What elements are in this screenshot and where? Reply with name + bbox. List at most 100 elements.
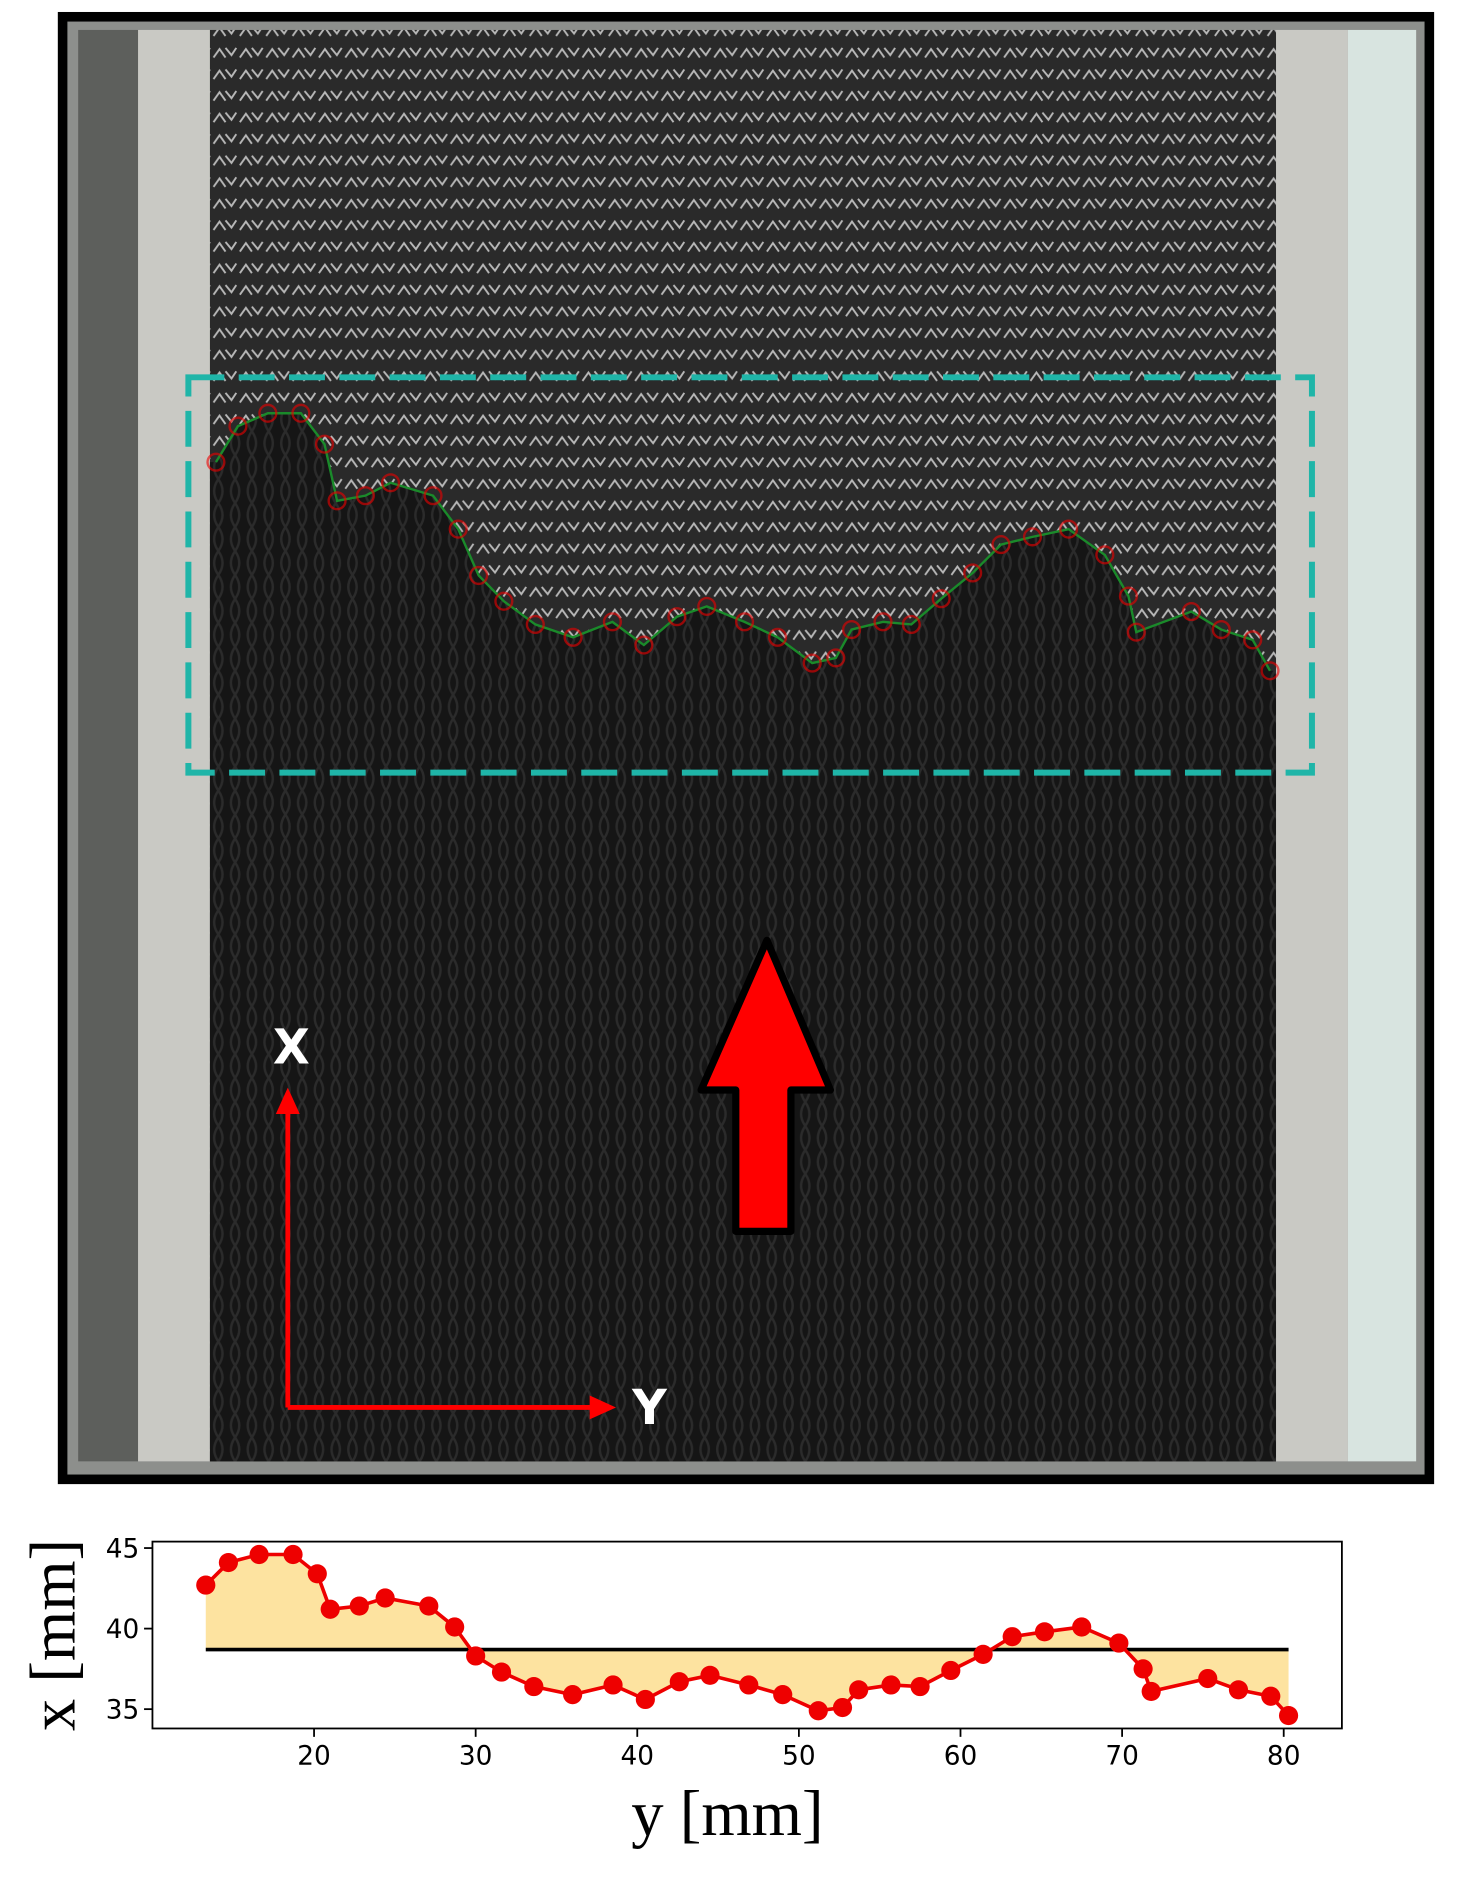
data-point <box>603 1675 623 1695</box>
photo-axis-label: X <box>273 1021 310 1076</box>
data-point <box>1109 1633 1129 1653</box>
data-point <box>419 1596 439 1616</box>
data-point <box>466 1646 486 1666</box>
x-tick-label: 20 <box>297 1741 331 1771</box>
photo-point <box>494 591 514 611</box>
roi-box <box>185 374 1315 776</box>
photo-point <box>768 627 788 647</box>
data-point <box>941 1660 961 1681</box>
photo-point <box>667 607 687 627</box>
data-point <box>1072 1617 1092 1637</box>
fabric-burnt <box>209 413 1277 1462</box>
photo-point <box>991 535 1011 555</box>
arrowhead <box>589 1395 617 1420</box>
data-point <box>973 1644 993 1664</box>
arrowhead <box>275 1087 300 1114</box>
data-point <box>700 1665 720 1685</box>
x-tick-label: 30 <box>459 1741 493 1771</box>
data-point <box>563 1685 583 1705</box>
photo-point <box>314 434 335 454</box>
data-point <box>1034 1622 1055 1642</box>
photo-point <box>563 627 583 647</box>
photo-point <box>380 473 401 493</box>
photo-point <box>901 614 921 635</box>
photo-point <box>734 612 755 632</box>
y-tick-label: 40 <box>106 1615 140 1645</box>
data-point <box>320 1599 340 1619</box>
photo-point <box>634 635 654 655</box>
data-point <box>849 1680 869 1700</box>
photo-point <box>258 403 278 423</box>
data-point <box>910 1677 930 1697</box>
y-axis-label: x [mm] <box>17 1539 89 1731</box>
photo-point <box>802 653 822 673</box>
photo-point <box>525 614 545 635</box>
x-tick-label: 40 <box>621 1741 655 1771</box>
photo-point <box>826 648 846 668</box>
data-point <box>1002 1627 1022 1647</box>
data-point <box>739 1675 759 1695</box>
photo-point <box>1095 545 1115 565</box>
photo-point <box>327 491 347 511</box>
photo-point <box>1243 630 1263 650</box>
x-tick-label: 60 <box>944 1741 978 1771</box>
data-point <box>307 1564 327 1584</box>
photo-point <box>1059 519 1079 539</box>
photo-point <box>931 589 951 609</box>
x-tick-label: 70 <box>1105 1741 1139 1771</box>
data-point <box>1278 1705 1299 1726</box>
photo-point <box>602 612 622 632</box>
data-point <box>524 1677 544 1697</box>
data-point <box>808 1701 828 1721</box>
data-point <box>881 1675 901 1695</box>
data-point <box>635 1689 655 1710</box>
photo-point <box>1126 622 1146 642</box>
photo-point <box>697 596 717 616</box>
photo-point <box>469 565 489 586</box>
data-point <box>1261 1686 1281 1706</box>
clamp-edge <box>1347 29 1417 1462</box>
photo: X Y <box>57 11 1435 1485</box>
data-point <box>1228 1680 1249 1700</box>
y-tick-label: 45 <box>106 1535 140 1565</box>
data-point <box>249 1544 269 1565</box>
photo-point <box>1211 619 1231 640</box>
data-point <box>1198 1668 1218 1689</box>
photo-point <box>1022 527 1043 547</box>
x-axis-label: y [mm] <box>631 1777 823 1849</box>
data-point <box>773 1685 793 1705</box>
x-tick-label: 50 <box>782 1741 816 1771</box>
photo-point <box>1181 601 1201 622</box>
photo-point <box>423 486 443 506</box>
clamp-left <box>138 29 210 1462</box>
plot-frame <box>151 1540 1343 1730</box>
data-point <box>349 1596 369 1616</box>
data-point <box>1133 1659 1153 1679</box>
y-tick-label: 35 <box>106 1696 140 1726</box>
data-point <box>1141 1681 1161 1702</box>
data-point <box>669 1672 689 1692</box>
photo-point <box>873 612 893 632</box>
photo-point <box>448 519 468 539</box>
flow-arrow <box>697 936 835 1235</box>
photo-point <box>963 563 983 583</box>
photo-point <box>228 416 248 436</box>
data-point <box>375 1588 395 1608</box>
photo-contour <box>214 412 1272 672</box>
photo-axis-label: Y <box>631 1381 668 1436</box>
photo-point <box>355 486 375 506</box>
photo-point <box>1118 586 1139 606</box>
data-point <box>832 1697 853 1718</box>
photo-frame <box>57 11 1435 1485</box>
data-point <box>491 1662 512 1682</box>
photo-point <box>291 403 311 423</box>
ruler <box>78 29 139 1462</box>
photo-point <box>206 452 226 472</box>
photo-point <box>841 619 862 640</box>
data-point <box>445 1617 465 1637</box>
data-point <box>196 1575 216 1595</box>
photo-point <box>1260 661 1280 681</box>
data-point <box>283 1544 303 1565</box>
